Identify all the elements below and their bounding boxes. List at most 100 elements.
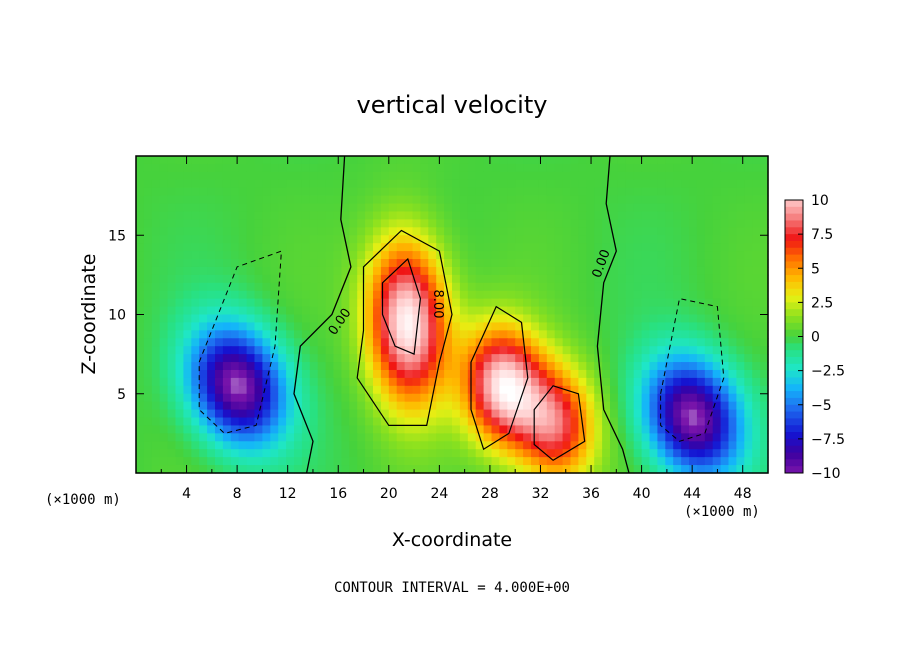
heat-cell [183, 346, 192, 355]
heat-cell [617, 298, 627, 308]
heat-cell [602, 171, 611, 181]
heat-cell [373, 251, 382, 260]
heat-cell [404, 282, 414, 292]
heat-cell [633, 457, 643, 466]
heat-cell [396, 409, 406, 419]
heat-cell [341, 457, 350, 466]
heat-cell [317, 282, 327, 292]
heat-cell [578, 449, 587, 458]
heat-cell [625, 425, 635, 434]
heat-cell [538, 457, 548, 466]
heat-cell [712, 425, 722, 434]
heat-cell [325, 425, 335, 434]
heat-cell [610, 211, 619, 220]
heat-cell [602, 219, 611, 228]
heat-cell [215, 314, 224, 324]
heat-cell [159, 338, 169, 347]
heat-cell [396, 187, 406, 197]
heat-cell [665, 369, 674, 379]
heat-cell [712, 385, 722, 395]
heat-cell [523, 385, 532, 395]
heat-cell [365, 362, 374, 371]
heat-cell [475, 306, 485, 316]
heat-cell [396, 441, 406, 450]
heat-cell [294, 385, 303, 395]
heat-cell [452, 346, 461, 355]
heat-cell [617, 369, 627, 379]
heat-cell [396, 377, 406, 387]
heat-cell [610, 322, 619, 331]
heat-cell [673, 346, 682, 355]
heat-cell [483, 433, 493, 442]
heat-cell [357, 251, 366, 260]
heat-cell [570, 156, 579, 165]
heat-cell [491, 338, 500, 347]
heat-cell [396, 282, 406, 292]
heat-cell [254, 274, 263, 284]
heat-cell [183, 393, 192, 403]
heat-cell [578, 171, 587, 181]
heat-cell [617, 457, 627, 466]
heat-cell [270, 369, 279, 379]
heat-cell [610, 377, 619, 387]
heat-cell [665, 393, 674, 403]
heat-cell [286, 314, 295, 324]
heat-cell [215, 433, 224, 442]
heat-cell [191, 401, 200, 411]
heat-cell [689, 457, 698, 466]
heat-cell [483, 219, 493, 228]
heat-cell [594, 314, 603, 324]
heat-cell [704, 433, 714, 442]
heat-cell [562, 369, 572, 379]
heat-cell [294, 290, 303, 300]
heat-cell [681, 425, 690, 434]
heat-cell [554, 298, 564, 308]
heat-cell [317, 227, 327, 236]
heat-cell [254, 338, 263, 347]
heat-cell [649, 433, 658, 442]
heat-cell [191, 346, 200, 355]
heat-cell [704, 235, 714, 244]
heat-cell [404, 156, 414, 165]
heat-cell [499, 433, 508, 442]
heat-cell [531, 259, 540, 268]
heat-cell [752, 417, 761, 427]
heat-cell [499, 401, 508, 411]
heat-cell [286, 306, 295, 316]
heat-cell [373, 393, 382, 403]
heat-cell [317, 377, 327, 387]
heat-cell [562, 409, 572, 419]
heat-cell [633, 354, 643, 363]
heat-cell [594, 298, 603, 308]
heat-cell [207, 203, 216, 213]
heat-cell [586, 163, 595, 173]
heat-cell [349, 163, 358, 173]
heat-cell [357, 290, 366, 300]
heat-cell [294, 314, 303, 324]
heat-cell [428, 251, 437, 260]
heat-cell [483, 385, 493, 395]
heat-cell [396, 322, 406, 331]
heat-cell [491, 298, 500, 308]
heat-cell [294, 179, 303, 189]
heat-cell [554, 346, 564, 355]
heat-cell [365, 219, 374, 228]
heat-cell [744, 338, 753, 347]
heat-cell [625, 457, 635, 466]
heat-cell [720, 433, 730, 442]
heat-cell [728, 465, 737, 474]
heat-cell [467, 465, 477, 474]
colorbar-tick-label: 7.5 [811, 227, 833, 243]
heat-cell [752, 401, 761, 411]
heat-cell [262, 282, 271, 292]
heat-cell [420, 354, 429, 363]
heat-cell [357, 179, 366, 189]
heat-cell [222, 266, 232, 276]
heat-cell [183, 227, 192, 236]
heat-cell [641, 179, 651, 189]
heat-cell [546, 362, 556, 371]
heat-cell [523, 235, 532, 244]
heat-cell [238, 322, 248, 331]
heat-cell [586, 401, 595, 411]
heat-cell [657, 338, 666, 347]
